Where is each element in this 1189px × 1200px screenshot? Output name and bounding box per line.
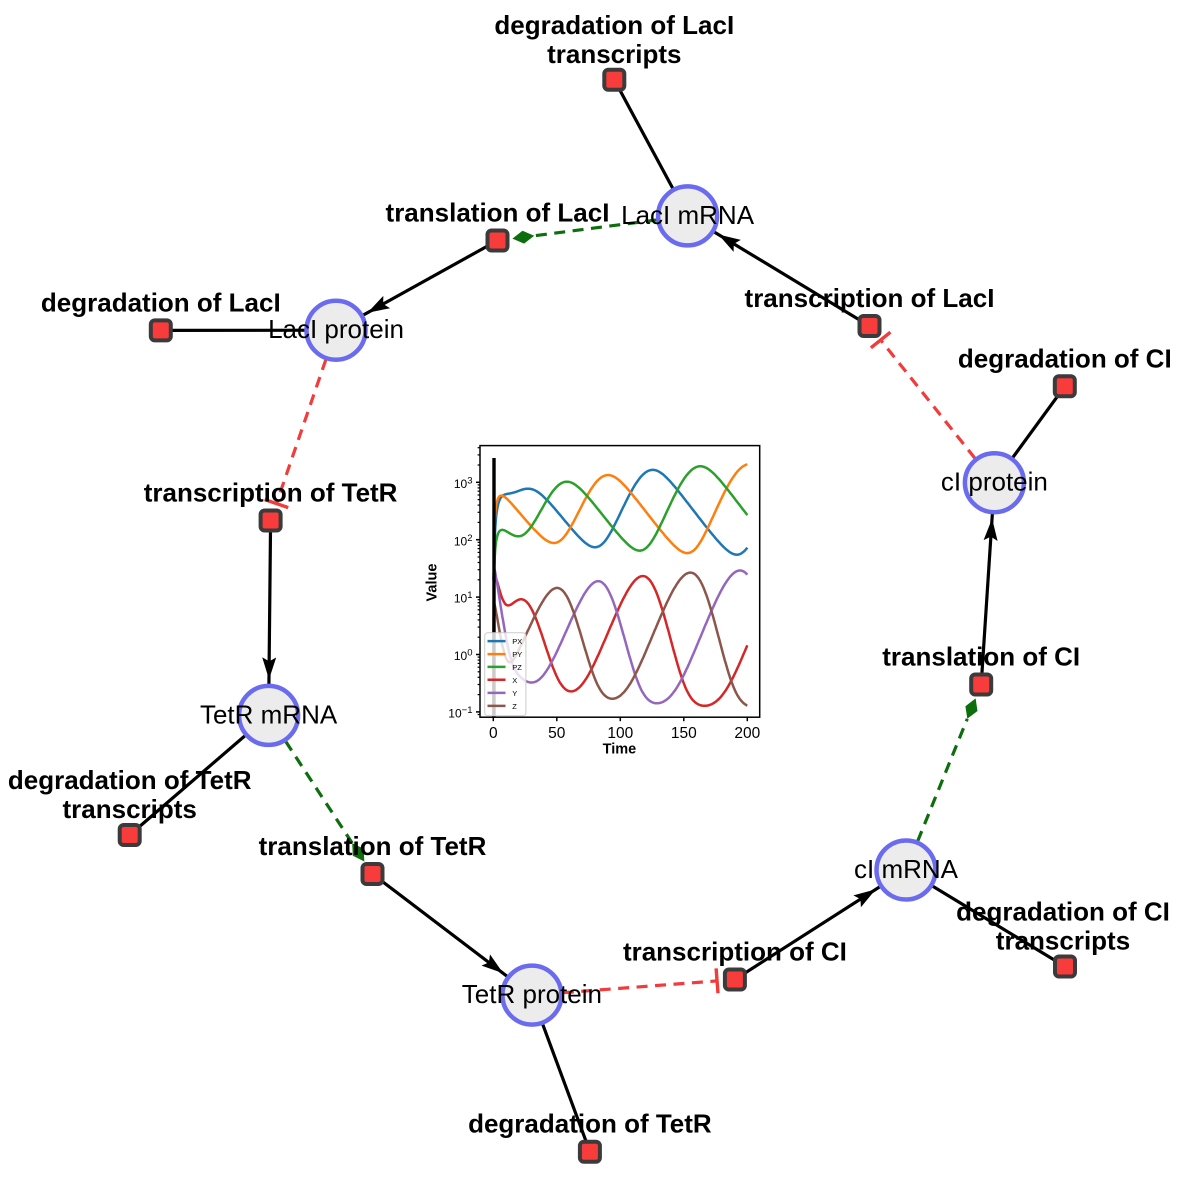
svg-text:X: X (512, 676, 517, 685)
svg-text:cI protein: cI protein (941, 467, 1048, 497)
svg-text:degradation of TetR: degradation of TetR (8, 765, 252, 795)
svg-text:Value: Value (425, 564, 441, 602)
svg-text:degradation of CI: degradation of CI (956, 897, 1170, 927)
svg-text:TetR protein: TetR protein (462, 979, 602, 1009)
svg-text:Z: Z (512, 702, 517, 711)
svg-text:0: 0 (489, 725, 498, 742)
svg-text:TetR mRNA: TetR mRNA (200, 699, 338, 729)
svg-text:translation of LacI: translation of LacI (386, 198, 610, 228)
svg-text:200: 200 (734, 725, 760, 742)
svg-text:degradation of LacI: degradation of LacI (494, 10, 734, 40)
svg-text:transcripts: transcripts (63, 794, 197, 824)
svg-text:degradation of TetR: degradation of TetR (468, 1109, 712, 1139)
svg-text:PY: PY (512, 650, 522, 659)
svg-text:transcripts: transcripts (996, 926, 1130, 956)
svg-text:Time: Time (603, 742, 637, 758)
svg-text:degradation of LacI: degradation of LacI (41, 287, 281, 317)
svg-text:Y: Y (512, 689, 517, 698)
svg-text:transcription of CI: transcription of CI (623, 937, 847, 967)
svg-text:LacI protein: LacI protein (268, 314, 404, 344)
svg-text:transcripts: transcripts (547, 39, 681, 69)
svg-text:cI mRNA: cI mRNA (854, 854, 959, 884)
svg-text:translation of CI: translation of CI (882, 642, 1080, 672)
svg-text:degradation of CI: degradation of CI (958, 343, 1172, 373)
svg-text:50: 50 (548, 725, 566, 742)
svg-text:LacI mRNA: LacI mRNA (621, 200, 755, 230)
svg-text:transcription of TetR: transcription of TetR (144, 478, 398, 508)
svg-text:translation of TetR: translation of TetR (259, 831, 487, 861)
svg-text:150: 150 (671, 725, 697, 742)
svg-text:transcription of LacI: transcription of LacI (745, 283, 995, 313)
svg-text:PX: PX (512, 637, 522, 646)
svg-text:PZ: PZ (512, 663, 522, 672)
svg-text:100: 100 (607, 725, 633, 742)
